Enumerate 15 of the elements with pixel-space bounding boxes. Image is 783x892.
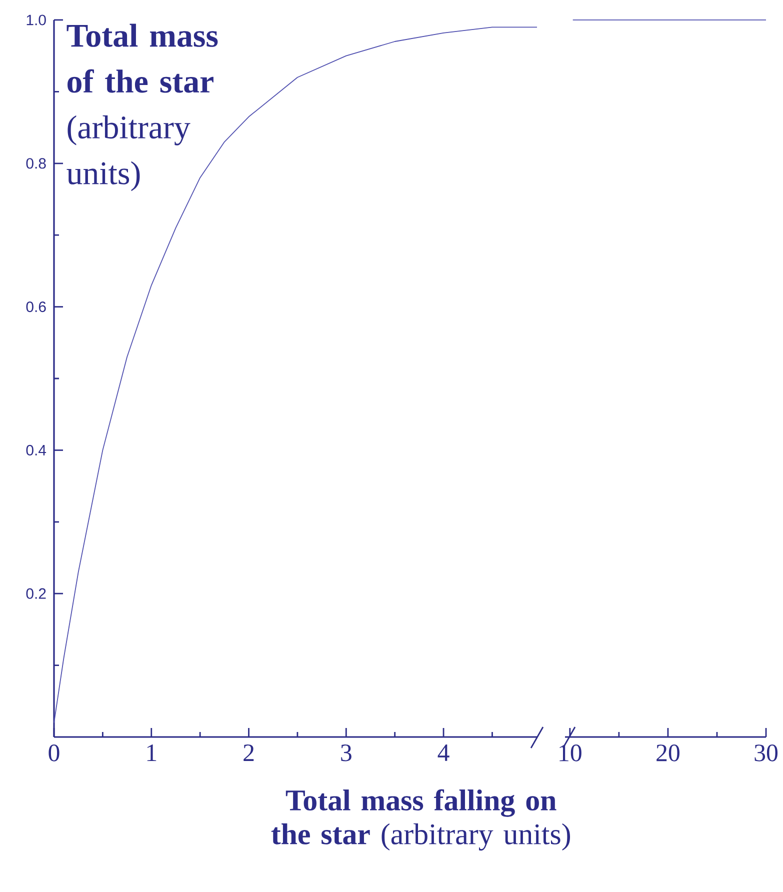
x-tick-label: 10 (560, 744, 582, 762)
x-tick-label: 1 (147, 744, 156, 761)
x-tick-label: 20 (656, 744, 680, 762)
x-tick-label: 0 (48, 744, 60, 762)
x-tick-label: 3 (341, 744, 352, 762)
y-tick-label: 0.6 (26, 302, 46, 312)
x-tick-label: 2 (244, 744, 254, 762)
y-tick-label: 0.4 (26, 444, 46, 456)
y-axis-title: Total mass of the star (arbitrary units) (66, 24, 218, 192)
x-tick-label: 4 (438, 744, 450, 761)
y-tick-label: 1.0 (26, 14, 46, 26)
x-axis-title: Total mass falling on the star (arbitrary units) (271, 789, 570, 851)
y-tick-label: 0.2 (26, 588, 46, 599)
x-tick-label: 30 (754, 744, 778, 762)
y-tick-label: 0.8 (26, 158, 46, 169)
